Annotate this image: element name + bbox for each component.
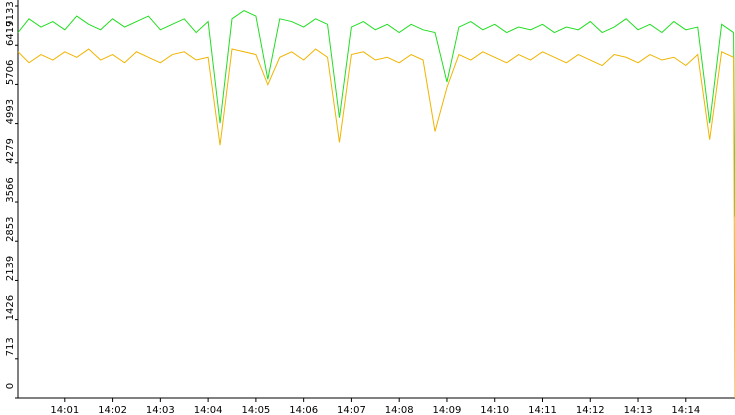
- x-tick-label: 14:14: [671, 405, 700, 415]
- x-tick-label: 14:13: [624, 405, 653, 415]
- series-line: [17, 9, 735, 217]
- y-tick-label: 2853: [5, 216, 16, 241]
- y-tick-label: 3566: [5, 177, 16, 202]
- x-tick-label: 14:04: [194, 405, 223, 415]
- x-tick-label: 14:07: [337, 405, 366, 415]
- x-tick-label: 14:11: [528, 405, 557, 415]
- x-tick-label: 14:12: [576, 405, 605, 415]
- x-tick-label: 14:03: [146, 405, 175, 415]
- y-tick-label: 4993: [5, 99, 16, 124]
- y-tick-label: 5706: [5, 60, 16, 85]
- y-tick-label: 1426: [5, 295, 16, 320]
- y-tick-label: 713: [5, 337, 16, 356]
- y-tick-label: 4279: [5, 138, 16, 163]
- y-tick-label: 2139: [5, 256, 16, 281]
- x-tick-label: 14:10: [480, 405, 509, 415]
- y-tick-label: 0: [5, 383, 16, 389]
- x-tick-label: 14:01: [50, 405, 79, 415]
- x-tick-label: 14:08: [385, 405, 414, 415]
- x-tick-label: 14:06: [289, 405, 318, 415]
- y-tick-label: 7133: [5, 1, 16, 26]
- y-tick-label: 6419: [5, 21, 16, 46]
- x-tick-label: 14:09: [433, 405, 462, 415]
- x-tick-label: 14:02: [98, 405, 127, 415]
- x-tick-label: 14:05: [241, 405, 270, 415]
- series-line: [17, 48, 735, 399]
